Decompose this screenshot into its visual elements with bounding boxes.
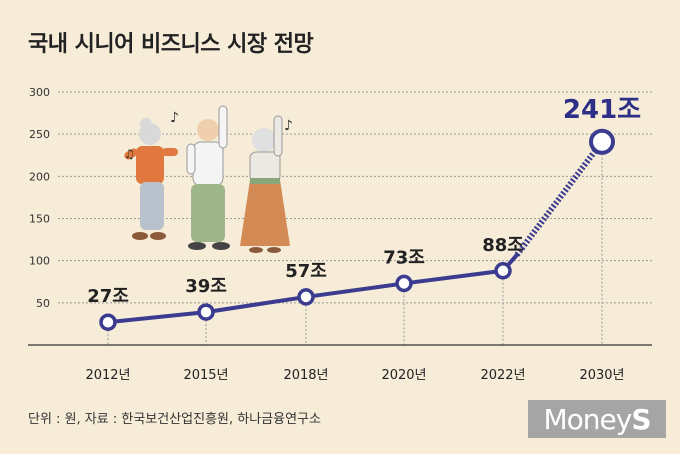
senior-man-middle-icon <box>186 105 230 250</box>
data-label: 27조 <box>87 286 129 307</box>
data-label: 39조 <box>185 276 227 297</box>
moneys-logo: Money S <box>528 400 666 438</box>
series-line-projection <box>514 139 605 257</box>
dancing-seniors-illustration: ♪ ♪ ♫ <box>124 105 293 253</box>
data-point <box>99 313 117 331</box>
data-point <box>197 303 215 321</box>
data-point <box>395 274 413 293</box>
data-label: 73조 <box>383 247 425 268</box>
x-tick-labels: 2012년 2015년 2018년 2020년 2022년 2030년 <box>85 368 624 383</box>
chart-title: 국내 시니어 비즈니스 시장 전망 <box>28 32 314 57</box>
y-tick-label: 200 <box>29 170 50 183</box>
x-tick-label: 2015년 <box>183 368 228 383</box>
source-note: 단위 : 원, 자료 : 한국보건산업진흥원, 하나금융연구소 <box>28 412 321 427</box>
x-tick-label: 2012년 <box>85 368 130 383</box>
music-note-icon: ♪ <box>284 118 293 134</box>
data-labels: 27조 39조 57조 73조 88조 241조 <box>87 95 641 307</box>
x-tick-label: 2030년 <box>579 368 624 383</box>
data-label: 241조 <box>563 95 641 125</box>
data-label: 57조 <box>285 261 327 282</box>
y-tick-label: 50 <box>36 297 50 310</box>
data-label: 88조 <box>482 235 524 256</box>
y-gridlines <box>58 91 652 304</box>
music-note-icon: ♪ <box>170 110 179 126</box>
data-point <box>297 288 315 306</box>
series-line <box>107 139 605 325</box>
y-tick-labels: 50 100 150 200 250 300 <box>29 86 50 310</box>
y-tick-label: 100 <box>29 255 50 268</box>
music-note-icon: ♫ <box>124 147 135 161</box>
data-points <box>99 128 615 331</box>
data-point <box>589 128 615 155</box>
y-tick-label: 150 <box>29 213 50 226</box>
senior-woman-left-icon <box>124 118 178 240</box>
x-tick-label: 2020년 <box>381 368 426 383</box>
x-tick-label: 2018년 <box>283 368 328 383</box>
data-point <box>494 262 512 280</box>
y-tick-label: 250 <box>29 128 50 141</box>
senior-woman-right-icon <box>240 115 290 253</box>
x-tick-label: 2022년 <box>480 368 525 383</box>
y-tick-label: 300 <box>29 86 50 99</box>
